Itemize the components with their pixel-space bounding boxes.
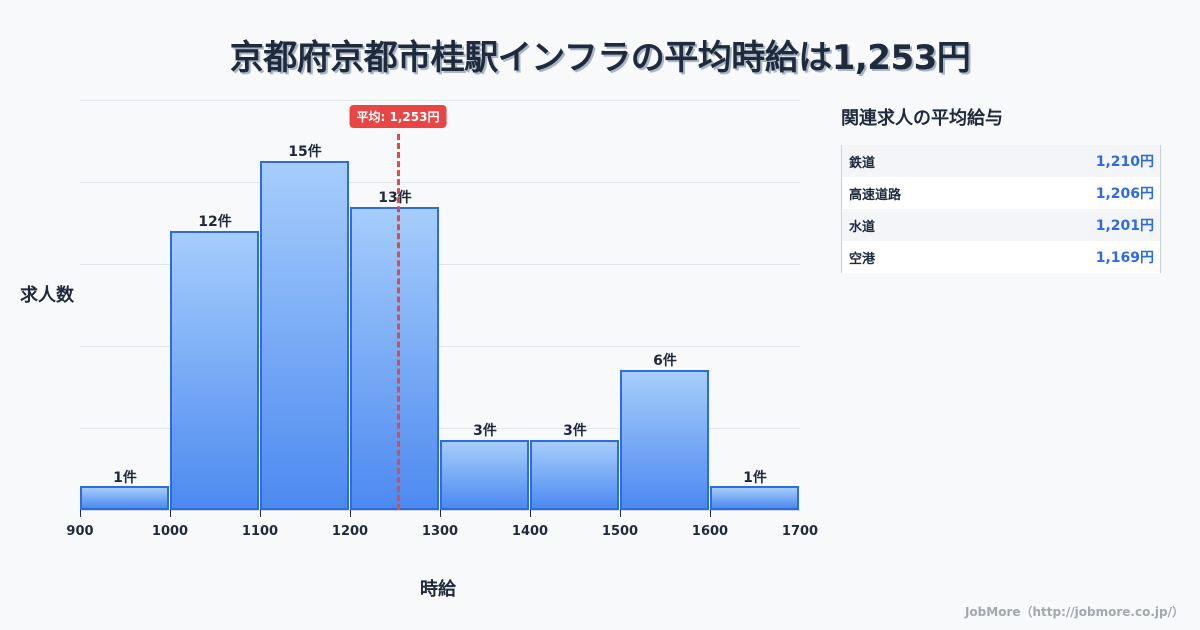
x-tick-label: 900: [66, 524, 94, 539]
gridline: [80, 182, 800, 183]
average-line: [397, 134, 400, 510]
x-tick: [620, 510, 621, 517]
gridline: [80, 264, 800, 265]
source-credit: JobMore（http://jobmore.co.jp/）: [964, 605, 1184, 619]
histogram-bar: [620, 370, 709, 510]
x-tick-label: 1200: [331, 524, 369, 539]
related-salary-table: 鉄道 1,210円 高速道路 1,206円 水道 1,201円 空港 1,169…: [841, 145, 1161, 273]
x-tick-label: 1700: [781, 524, 819, 539]
bar-value-label: 6件: [653, 353, 677, 369]
x-tick: [170, 510, 171, 517]
y-axis-label: 求人数: [20, 285, 74, 306]
x-axis-label: 時給: [420, 579, 456, 600]
job-category-wage: 1,201円: [1095, 218, 1154, 234]
histogram-bar: [440, 440, 529, 510]
job-category-wage: 1,169円: [1095, 250, 1154, 266]
histogram-bar: [710, 486, 799, 510]
related-salary-row: 高速道路 1,206円: [842, 177, 1160, 209]
gridline: [80, 100, 800, 101]
x-tick: [440, 510, 441, 517]
bar-value-label: 3件: [563, 423, 587, 439]
x-tick-label: 1000: [151, 524, 189, 539]
x-tick: [350, 510, 351, 517]
x-tick-label: 1100: [241, 524, 279, 539]
related-salary-title: 関連求人の平均給与: [841, 108, 1003, 129]
bar-value-label: 15件: [288, 144, 322, 160]
bar-value-label: 12件: [198, 214, 232, 230]
related-salary-row: 空港 1,169円: [842, 241, 1160, 273]
related-salary-row: 水道 1,201円: [842, 209, 1160, 241]
bar-value-label: 3件: [473, 423, 497, 439]
x-tick: [710, 510, 711, 517]
job-category-name: 高速道路: [849, 187, 902, 203]
job-category-name: 空港: [849, 251, 876, 267]
histogram-bar: [170, 231, 259, 510]
histogram-bar: [80, 486, 169, 510]
related-salary-row: 鉄道 1,210円: [842, 145, 1160, 177]
plot-area: 1件 12件 15件 13件 3件 3件 6件 1件 平均: 1,253円: [80, 100, 800, 510]
job-category-name: 水道: [849, 219, 876, 235]
job-category-wage: 1,206円: [1095, 186, 1154, 202]
gridline: [80, 428, 800, 429]
bar-value-label: 13件: [378, 190, 412, 206]
bar-value-label: 1件: [113, 470, 137, 486]
x-tick: [260, 510, 261, 517]
histogram-bar: [350, 207, 439, 510]
histogram-bar: [530, 440, 619, 510]
x-tick: [80, 510, 81, 517]
x-tick-label: 1600: [691, 524, 729, 539]
x-tick-label: 1300: [421, 524, 459, 539]
average-badge: 平均: 1,253円: [349, 105, 447, 128]
job-category-name: 鉄道: [849, 155, 876, 171]
chart-title: 京都府京都市桂駅インフラの平均時給は1,253円: [229, 38, 971, 78]
x-tick-label: 1400: [511, 524, 549, 539]
x-tick: [530, 510, 531, 517]
job-category-wage: 1,210円: [1095, 154, 1154, 170]
x-tick-label: 1500: [601, 524, 639, 539]
gridline: [80, 346, 800, 347]
bar-value-label: 1件: [743, 470, 767, 486]
histogram-bar: [260, 161, 349, 510]
